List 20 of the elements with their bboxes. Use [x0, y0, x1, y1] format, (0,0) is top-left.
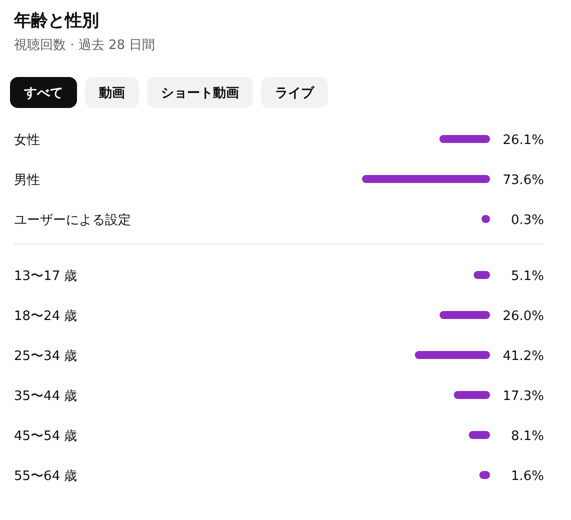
- y-tick-label: ユーザーによる設定: [14, 213, 131, 228]
- data-label: 17.3%: [502, 389, 544, 404]
- data-label: 73.6%: [502, 173, 544, 188]
- y-tick-label: 25〜34 歳: [14, 349, 78, 364]
- y-tick-label: 18〜24 歳: [14, 309, 78, 324]
- data-label: 8.1%: [510, 429, 544, 444]
- y-tick-label: 55〜64 歳: [14, 469, 78, 484]
- data-label: 1.6%: [510, 469, 544, 484]
- data-label: 41.2%: [502, 349, 544, 364]
- y-tick-label: 13〜17 歳: [14, 269, 78, 284]
- data-label: 26.0%: [502, 309, 544, 324]
- text: 視聴回数 · 過去 28 日間: [14, 38, 156, 53]
- y-tick-label: 女性: [14, 133, 40, 148]
- text: 年齢と性別: [13, 11, 99, 31]
- data-label: 0.3%: [510, 213, 544, 228]
- y-tick-label: 男性: [14, 173, 40, 188]
- data-label: 5.1%: [510, 269, 544, 284]
- data-label: 26.1%: [502, 133, 544, 148]
- y-tick-label: 35〜44 歳: [14, 389, 78, 404]
- y-tick-label: 45〜54 歳: [14, 429, 78, 444]
